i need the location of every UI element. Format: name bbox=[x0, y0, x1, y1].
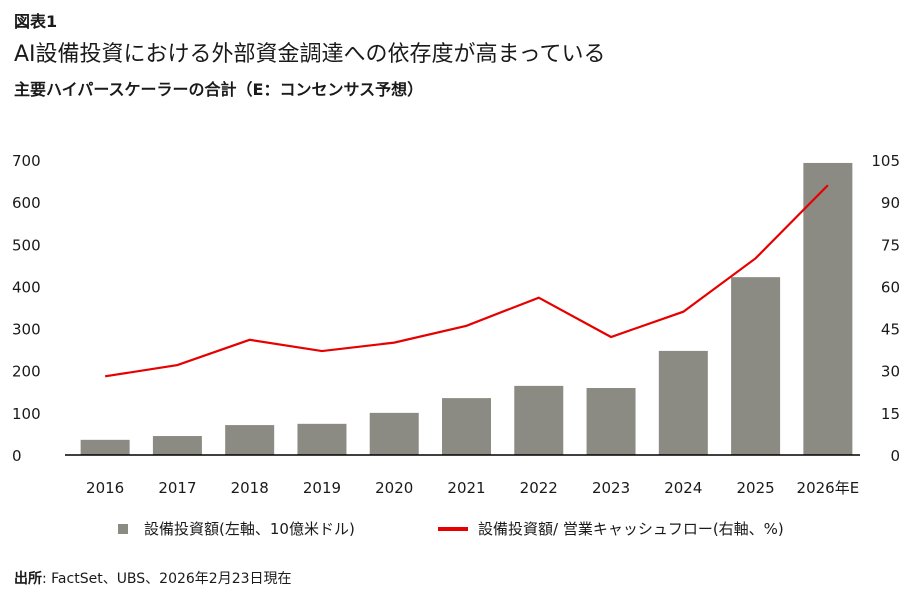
bar-series bbox=[80, 162, 853, 455]
bar-2018 bbox=[225, 425, 275, 455]
x-axis-tick-label: 2024 bbox=[664, 479, 702, 497]
source-text: : FactSet、UBS、2026年2月23日現在 bbox=[42, 571, 292, 587]
right-axis-tick-label: 60 bbox=[881, 278, 900, 296]
right-axis-tick-label: 90 bbox=[881, 194, 900, 212]
left-axis: 0 100 200 300 400 500 600 700 bbox=[12, 152, 41, 465]
legend-line-label: 設備投資額/ 営業キャッシュフロー(右軸、%) bbox=[478, 520, 784, 538]
right-axis-tick-label: 45 bbox=[881, 321, 900, 339]
bar-2020 bbox=[369, 412, 419, 455]
x-axis: 2016 2017 2018 2019 2020 2021 2022 2023 2024 2025… bbox=[86, 479, 859, 497]
legend-item-line: 設備投資額/ 営業キャッシュフロー(右軸、%) bbox=[438, 518, 784, 539]
figure-label: 図表1 bbox=[14, 12, 58, 31]
bar-2021 bbox=[442, 398, 491, 455]
legend-item-bars: 設備投資額(左軸、10億米ドル) bbox=[118, 518, 355, 539]
right-axis-tick-label: 0 bbox=[890, 447, 900, 465]
right-axis-tick-label: 105 bbox=[871, 152, 900, 170]
line-path bbox=[104, 184, 829, 378]
x-axis-tick-label: 2023 bbox=[592, 479, 630, 497]
right-axis-tick-label: 15 bbox=[881, 405, 900, 423]
bar-2025 bbox=[731, 277, 781, 455]
right-axis-tick-label: 30 bbox=[881, 363, 900, 381]
right-axis-tick-label: 75 bbox=[881, 236, 900, 254]
left-axis-tick-label: 400 bbox=[12, 278, 41, 296]
source-note: 出所: FactSet、UBS、2026年2月23日現在 bbox=[14, 568, 292, 588]
chart-title: AI設備投資における外部資金調達への依存度が高まっている bbox=[14, 42, 606, 67]
left-axis-tick-label: 100 bbox=[12, 405, 41, 423]
x-axis-tick-label: 2020 bbox=[375, 479, 413, 497]
bar-2022 bbox=[514, 385, 564, 455]
bar-2017 bbox=[152, 436, 202, 455]
x-axis-tick-label: 2022 bbox=[520, 479, 558, 497]
bar-2024 bbox=[658, 350, 708, 455]
x-axis-tick-label: 2019 bbox=[303, 479, 341, 497]
x-axis-tick-label: 2017 bbox=[158, 479, 196, 497]
legend-bar-label: 設備投資額(左軸、10億米ドル) bbox=[144, 520, 355, 538]
x-axis-tick-label: 2026年E bbox=[797, 479, 860, 497]
legend-line-swatch-icon bbox=[438, 526, 468, 531]
legend-bar-swatch-icon bbox=[118, 523, 128, 534]
left-axis-tick-label: 500 bbox=[12, 236, 41, 254]
x-axis-tick-label: 2021 bbox=[447, 479, 485, 497]
left-axis-tick-label: 600 bbox=[12, 194, 41, 212]
chart-subtitle: 主要ハイパースケーラーの合計（E：コンセンサス予想） bbox=[14, 80, 424, 99]
source-prefix: 出所 bbox=[14, 571, 42, 587]
bar-2019 bbox=[297, 423, 347, 455]
bar-2023 bbox=[586, 387, 636, 455]
left-axis-tick-label: 0 bbox=[12, 447, 22, 465]
x-axis-tick-label: 2025 bbox=[736, 479, 774, 497]
left-axis-tick-label: 200 bbox=[12, 363, 41, 381]
line-series bbox=[104, 184, 829, 378]
x-axis-tick-label: 2016 bbox=[86, 479, 124, 497]
x-axis-tick-label: 2018 bbox=[231, 479, 269, 497]
bar-2016 bbox=[80, 439, 130, 455]
left-axis-tick-label: 700 bbox=[12, 152, 41, 170]
right-axis: 0 15 30 45 60 75 90 105 bbox=[871, 152, 900, 465]
left-axis-tick-label: 300 bbox=[12, 321, 41, 339]
bar-2026年E bbox=[803, 162, 853, 455]
